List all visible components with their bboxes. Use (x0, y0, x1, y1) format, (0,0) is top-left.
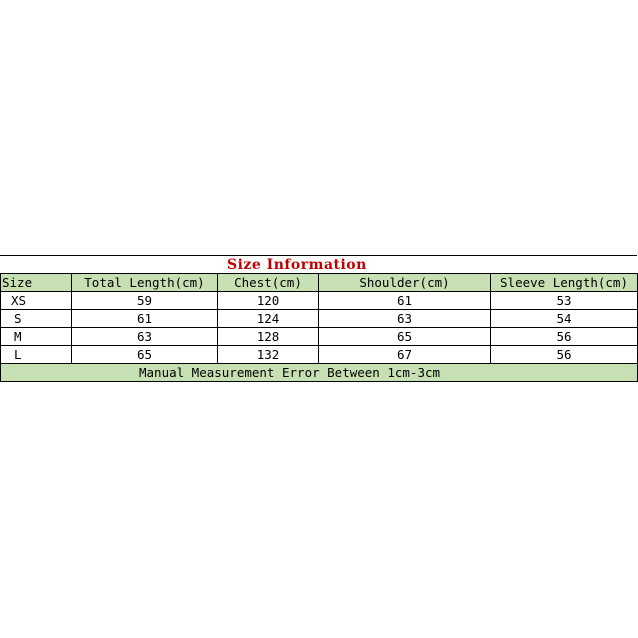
header-cell: Total Length(cm) (71, 273, 218, 292)
size-table: Size Total Length(cm) Chest(cm) Shoulder… (0, 273, 638, 382)
size-cell: M (0, 327, 72, 346)
header-cell: Shoulder(cm) (318, 273, 491, 292)
footer-row: Manual Measurement Error Between 1cm-3cm (0, 363, 638, 382)
header-cell: Chest(cm) (217, 273, 319, 292)
size-cell: S (0, 309, 72, 328)
table-cell: 128 (217, 327, 319, 346)
header-cell: Size (0, 273, 72, 292)
table-row: S 61 124 63 54 (0, 309, 638, 328)
size-cell: L (0, 345, 72, 364)
size-chart: Size Information Size Total Length(cm) C… (0, 255, 638, 382)
table-cell: 61 (71, 309, 218, 328)
table-cell: 63 (71, 327, 218, 346)
measurement-note: Manual Measurement Error Between 1cm-3cm (0, 363, 638, 382)
table-cell: 56 (490, 327, 638, 346)
table-cell: 53 (490, 291, 638, 310)
table-cell: 124 (217, 309, 319, 328)
header-row: Size Total Length(cm) Chest(cm) Shoulder… (0, 273, 638, 292)
size-cell: XS (0, 291, 72, 310)
table-cell: 65 (71, 345, 218, 364)
title-text: Size Information (227, 257, 367, 273)
table-cell: 56 (490, 345, 638, 364)
table-row: M 63 128 65 56 (0, 327, 638, 346)
table-cell: 132 (217, 345, 319, 364)
table-cell: 67 (318, 345, 491, 364)
size-chart-title: Size Information (0, 256, 637, 273)
table-cell: 59 (71, 291, 218, 310)
table-row: XS 59 120 61 53 (0, 291, 638, 310)
table-cell: 54 (490, 309, 638, 328)
table-cell: 120 (217, 291, 319, 310)
table-cell: 65 (318, 327, 491, 346)
table-row: L 65 132 67 56 (0, 345, 638, 364)
header-cell: Sleeve Length(cm) (490, 273, 638, 292)
table-cell: 61 (318, 291, 491, 310)
table-cell: 63 (318, 309, 491, 328)
